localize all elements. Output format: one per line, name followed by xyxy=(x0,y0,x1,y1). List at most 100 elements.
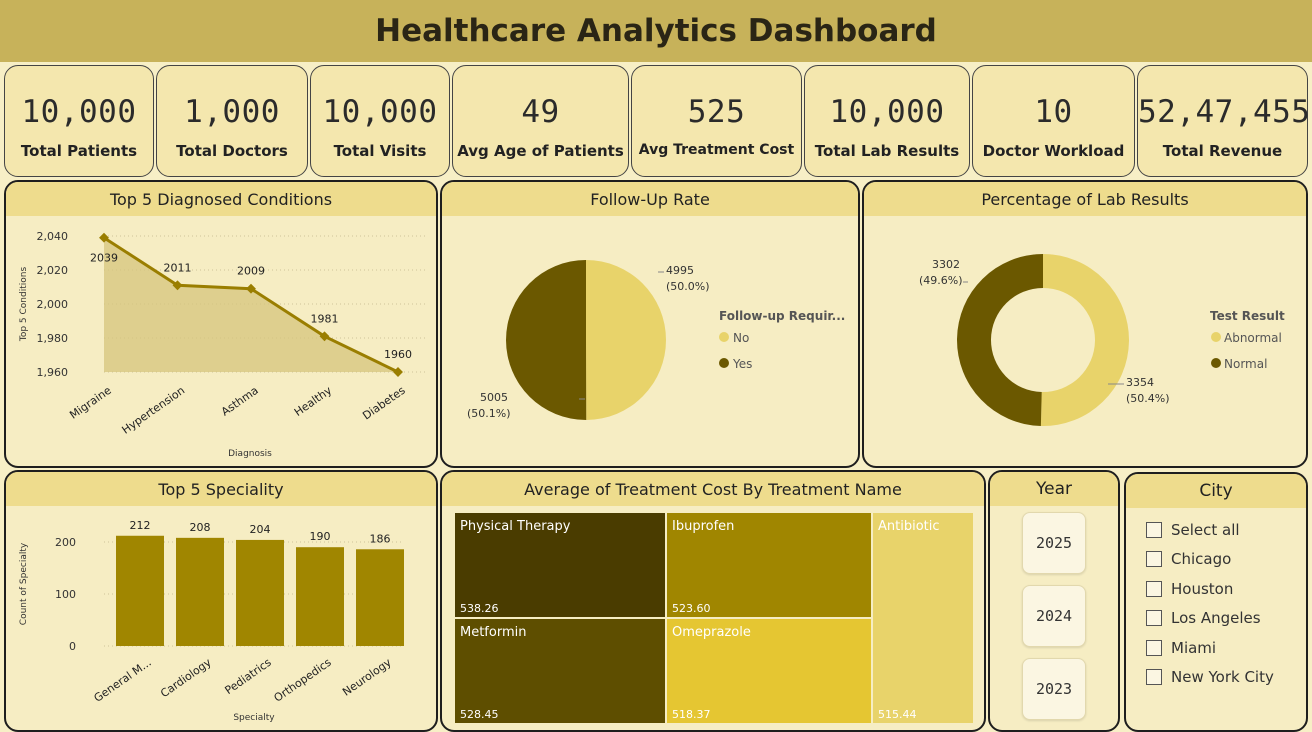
legend-swatch-abnormal xyxy=(1211,332,1221,342)
treemap-cell-ibuprofen[interactable]: Ibuprofen 523.60 xyxy=(666,512,872,618)
kpi-value: 49 xyxy=(521,94,560,130)
city-option-miami[interactable]: Miami xyxy=(1146,637,1216,659)
bar[interactable] xyxy=(116,535,164,646)
bar[interactable] xyxy=(356,549,404,646)
treemap-cell-label: Antibiotic xyxy=(878,519,940,534)
x-tick-label: Cardiology xyxy=(158,656,214,701)
kpi-label: Total Revenue xyxy=(1162,142,1283,160)
data-label-yes-pct: (50.1%) xyxy=(467,407,511,420)
data-label-normal-pct: (49.6%) xyxy=(919,274,963,287)
treemap-cell-label: Omeprazole xyxy=(672,625,751,640)
checkbox[interactable] xyxy=(1146,669,1162,685)
diagnosed-conditions-card: Top 5 Diagnosed Conditions 1,960 1,980 2,0… xyxy=(4,180,438,468)
legend-title: Test Result xyxy=(1210,309,1285,323)
slice-abnormal[interactable] xyxy=(1040,254,1129,426)
data-label: 2011 xyxy=(164,261,192,274)
x-tick-label: Pediatrics xyxy=(222,656,273,697)
data-label: 204 xyxy=(250,523,271,536)
treemap-cell-omeprazole[interactable]: Omeprazole 518.37 xyxy=(666,618,872,724)
checkbox[interactable] xyxy=(1146,610,1162,626)
city-option-label: Houston xyxy=(1171,580,1234,598)
treemap-cell-value: 518.37 xyxy=(672,708,711,721)
y-tick-label: 100 xyxy=(55,588,76,601)
data-point[interactable] xyxy=(172,280,183,291)
slice-normal[interactable] xyxy=(956,254,1043,426)
y-tick-label: 1,960 xyxy=(37,366,69,379)
kpi-label: Total Lab Results xyxy=(814,142,960,160)
city-option-label: Miami xyxy=(1171,639,1217,657)
treemap-cell-physical-therapy[interactable]: Physical Therapy 538.26 xyxy=(454,512,666,618)
kpi-label: Total Visits xyxy=(333,142,427,160)
year-filter-title: Year xyxy=(990,472,1118,506)
treemap-cell-value: 515.44 xyxy=(878,708,917,721)
kpi-total-revenue: 52,47,455 Total Revenue xyxy=(1137,65,1310,177)
x-tick-label: Hypertension xyxy=(119,384,187,437)
data-point[interactable] xyxy=(393,367,403,377)
x-tick-label: Asthma xyxy=(219,384,261,419)
checkbox[interactable] xyxy=(1146,522,1162,538)
chart-title: Follow-Up Rate xyxy=(442,182,858,216)
legend-label-abnormal: Abnormal xyxy=(1224,331,1282,345)
kpi-label: Doctor Workload xyxy=(982,142,1125,160)
diagnosed-conditions-chart: 1,960 1,980 2,000 2,020 2,040 2039 Migraine 20… xyxy=(19,230,426,459)
treemap-cell-label: Physical Therapy xyxy=(460,519,571,534)
speciality-card: Top 5 Speciality 0 100 200 212 General M...… xyxy=(4,470,438,732)
slice-yes[interactable] xyxy=(506,260,587,420)
city-option-label: Los Angeles xyxy=(1171,609,1261,627)
kpi-total-doctors: 1,000 Total Doctors xyxy=(156,65,308,177)
kpi-label: Avg Treatment Cost xyxy=(638,142,795,158)
kpi-total-lab-results: 10,000 Total Lab Results xyxy=(804,65,970,177)
treemap-cell-label: Metformin xyxy=(460,625,527,640)
data-label: 212 xyxy=(130,519,151,532)
year-option-2024[interactable]: 2024 xyxy=(1022,585,1086,647)
year-filter-card: Year 2025 2024 2023 xyxy=(988,470,1120,732)
treemap-cell-value: 523.60 xyxy=(672,602,711,615)
x-axis-label: Diagnosis xyxy=(228,449,272,459)
bar[interactable] xyxy=(176,537,224,646)
kpi-value: 10 xyxy=(1034,94,1073,130)
data-label: 2039 xyxy=(90,252,118,265)
data-label: 208 xyxy=(190,521,211,534)
city-option-los-angeles[interactable]: Los Angeles xyxy=(1146,607,1261,629)
kpi-value: 10,000 xyxy=(21,94,137,130)
data-label-no-pct: (50.0%) xyxy=(666,280,710,293)
x-axis-label: Specialty xyxy=(233,713,275,723)
city-option-new-york-city[interactable]: New York City xyxy=(1146,666,1274,688)
follow-up-rate-card: Follow-Up Rate 4995 (50.0%) 5005 (50.1%)… xyxy=(440,180,860,468)
treemap-cell-label: Ibuprofen xyxy=(672,519,735,534)
y-tick-label: 2,000 xyxy=(37,298,69,311)
city-option-chicago[interactable]: Chicago xyxy=(1146,548,1231,570)
kpi-label: Avg Age of Patients xyxy=(457,142,624,160)
chart-title: Top 5 Diagnosed Conditions xyxy=(6,182,436,216)
bar[interactable] xyxy=(296,547,344,646)
speciality-bar-chart: 0 100 200 212 General M... 208 Cardiology 204 P… xyxy=(19,519,404,723)
legend-swatch-no xyxy=(719,332,729,342)
data-label: 1981 xyxy=(311,312,339,325)
y-axis-label: Top 5 Conditions xyxy=(19,267,29,343)
x-tick-label: Neurology xyxy=(340,656,394,699)
treemap-cell-metformin[interactable]: Metformin 528.45 xyxy=(454,618,666,724)
data-point[interactable] xyxy=(319,331,330,342)
bar[interactable] xyxy=(236,539,284,646)
city-option-houston[interactable]: Houston xyxy=(1146,578,1233,600)
kpi-label: Total Doctors xyxy=(176,142,288,160)
city-option-label: Chicago xyxy=(1171,550,1232,568)
legend-label-no: No xyxy=(733,331,749,345)
data-label: 1960 xyxy=(384,348,412,361)
y-tick-label: 200 xyxy=(55,536,76,549)
checkbox[interactable] xyxy=(1146,551,1162,567)
checkbox[interactable] xyxy=(1146,581,1162,597)
treemap-cell-antibiotic[interactable]: Antibiotic 515.44 xyxy=(872,512,974,724)
data-label: 190 xyxy=(310,530,331,543)
kpi-avg-age: 49 Avg Age of Patients xyxy=(452,65,629,177)
kpi-total-patients: 10,000 Total Patients xyxy=(4,65,154,177)
data-point[interactable] xyxy=(246,283,256,294)
checkbox[interactable] xyxy=(1146,640,1162,656)
slice-no[interactable] xyxy=(586,260,667,420)
lab-results-card: Percentage of Lab Results 3302 (49.6%) 3… xyxy=(862,180,1308,468)
city-option-select-all[interactable]: Select all xyxy=(1146,519,1240,541)
year-option-2025[interactable]: 2025 xyxy=(1022,512,1086,574)
kpi-avg-treatment-cost: 525 Avg Treatment Cost xyxy=(631,65,802,177)
year-option-2023[interactable]: 2023 xyxy=(1022,658,1086,720)
treatment-treemap: Physical Therapy 538.26 Metformin 528.45… xyxy=(454,512,974,724)
